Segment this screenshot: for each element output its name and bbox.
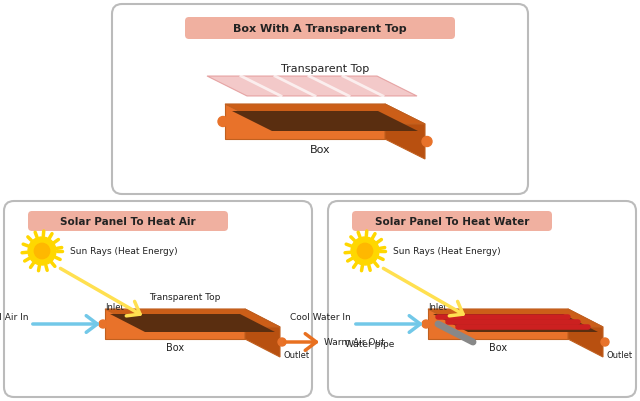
Text: Sun Rays (Heat Energy): Sun Rays (Heat Energy) [70,247,178,256]
Text: Inlet: Inlet [105,302,124,311]
Circle shape [218,117,228,127]
Polygon shape [433,314,598,332]
Text: Box With A Transparent Top: Box With A Transparent Top [233,24,407,34]
Text: Inlet: Inlet [428,302,447,311]
Polygon shape [105,309,280,327]
Polygon shape [225,105,425,125]
Circle shape [99,320,107,328]
Text: Water pipe: Water pipe [345,340,394,348]
FancyBboxPatch shape [28,211,228,231]
Circle shape [601,338,609,346]
Polygon shape [245,309,280,357]
Text: Warm Air Out: Warm Air Out [324,338,385,346]
Text: Outlet: Outlet [284,350,310,359]
Polygon shape [105,309,245,339]
Text: Box: Box [166,342,184,352]
Text: Solar Panel To Heat Water: Solar Panel To Heat Water [375,217,529,227]
Circle shape [357,244,372,259]
Circle shape [28,237,56,265]
Polygon shape [110,314,275,332]
Text: Transparent Top: Transparent Top [149,292,221,301]
FancyBboxPatch shape [112,5,528,194]
Text: Sun Rays (Heat Energy): Sun Rays (Heat Energy) [393,247,500,256]
Circle shape [422,137,432,147]
FancyBboxPatch shape [185,18,455,40]
FancyBboxPatch shape [328,201,636,397]
Text: Box: Box [310,145,330,155]
Text: Outlet: Outlet [607,350,633,359]
Text: Transparent Top: Transparent Top [281,64,369,74]
Circle shape [351,237,379,265]
Polygon shape [232,112,418,132]
Polygon shape [428,309,603,327]
Polygon shape [225,105,385,140]
Circle shape [35,244,50,259]
Text: Cool Water In: Cool Water In [291,312,351,321]
Text: Solar Panel To Heat Air: Solar Panel To Heat Air [60,217,196,227]
FancyBboxPatch shape [4,201,312,397]
Polygon shape [207,77,417,97]
Polygon shape [428,309,568,339]
Text: Box: Box [489,342,507,352]
Circle shape [278,338,286,346]
Text: Cool Air In: Cool Air In [0,312,28,321]
FancyBboxPatch shape [352,211,552,231]
Polygon shape [385,105,425,160]
Circle shape [422,320,430,328]
Polygon shape [568,309,603,357]
